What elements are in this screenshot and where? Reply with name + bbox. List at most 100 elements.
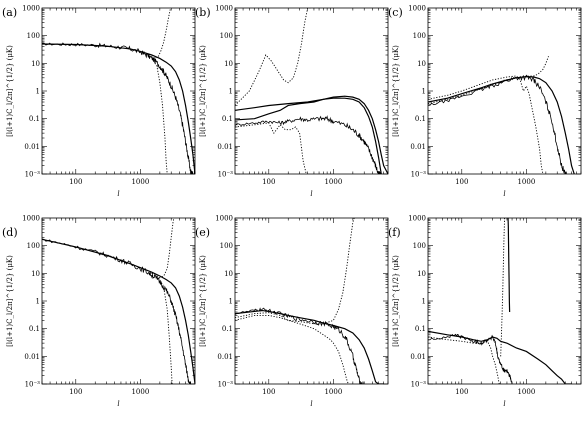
x-tick-label: 1000 (131, 388, 149, 396)
curves (235, 8, 388, 174)
panel-label: (c) (388, 6, 403, 19)
series-line-1-solid (428, 76, 575, 174)
y-tick-label: 10⁻³ (218, 381, 234, 389)
y-tick-label: 1000 (22, 5, 40, 13)
series-line-1-noisy (42, 238, 191, 384)
plot-frame (234, 7, 389, 175)
series-line-4-dotted (235, 312, 349, 384)
series-line-1-noisy (42, 42, 195, 174)
panel-f: (f) 10⁻³ 0.01 0.1 1 10 100 1000 100 1000 l [l(l+1)C… (388, 215, 582, 408)
series-line-2-solid (235, 95, 388, 174)
panel-label: (b) (195, 6, 211, 19)
y-tick-label: 0.1 (29, 325, 40, 333)
curves (42, 8, 195, 174)
y-tick-label: 0.01 (217, 143, 233, 151)
y-tick-label: 10 (224, 60, 233, 68)
y-axis-title: [l(l+1)C_l/2π]^{1/2} (μK) (199, 255, 207, 347)
x-axis-title: l (503, 190, 505, 198)
plot-frame (41, 217, 196, 385)
y-tick-label: 10 (31, 60, 40, 68)
panel-a: (a) 10⁻³ 0.01 0.1 1 10 100 1000 100 1000 l [l(l+1)C… (2, 5, 196, 198)
curves (428, 218, 572, 384)
panel-e: (e) 10⁻³ 0.01 0.1 1 10 100 1000 100 1000 l [l(l+1)C… (195, 215, 389, 408)
x-tick-label: 1000 (517, 178, 535, 186)
y-tick-label: 10 (224, 270, 233, 278)
y-tick-label: 0.1 (222, 115, 233, 123)
series-line-1-solid (428, 330, 572, 384)
x-tick-label: 1000 (517, 388, 535, 396)
series-line-5-dotted (235, 122, 307, 174)
y-tick-label: 100 (27, 242, 40, 250)
series-line-4-dotted (235, 8, 311, 106)
series-line-3-dotted (428, 336, 500, 384)
y-tick-label: 1000 (408, 215, 426, 223)
y-tick-label: 0.01 (410, 353, 426, 361)
x-tick-label: 100 (455, 388, 468, 396)
y-tick-label: 1000 (22, 215, 40, 223)
series-line-2-noisy (428, 333, 513, 384)
panel-b: (b) 10⁻³ 0.01 0.1 1 10 100 1000 100 1000 l [l(l+1)C… (195, 5, 389, 198)
x-tick-label: 1000 (324, 388, 342, 396)
x-axis-title: l (503, 400, 505, 408)
y-tick-label: 1 (229, 298, 233, 306)
y-tick-label: 10⁻³ (25, 381, 41, 389)
y-tick-label: 100 (413, 32, 426, 40)
x-axis-title: l (310, 400, 312, 408)
plot-frame (427, 7, 582, 175)
y-tick-label: 10⁻³ (218, 171, 234, 179)
series-line-5-solid (507, 218, 511, 313)
plot-frame (41, 7, 196, 175)
y-tick-label: 1 (422, 298, 426, 306)
series-line-2-solid (42, 43, 195, 174)
x-tick-label: 100 (262, 388, 275, 396)
panel-d: (d) 10⁻³ 0.01 0.1 1 10 100 1000 100 1000 l [l(l+1)C… (2, 215, 196, 408)
y-tick-label: 0.01 (410, 143, 426, 151)
panel-c: (c) 10⁻³ 0.01 0.1 1 10 100 1000 100 1000 l [l(l+1)C… (388, 5, 582, 198)
plot-frame (427, 217, 582, 385)
y-tick-label: 0.1 (415, 115, 426, 123)
series-line-4-dotted (151, 272, 173, 384)
series-line-1-noisy (235, 115, 382, 174)
series-line-3-dotted (235, 218, 355, 325)
panel-label: (f) (388, 226, 401, 239)
series-line-4-dotted (151, 58, 168, 174)
x-axis-title: l (117, 400, 119, 408)
series-line-4-dotted (500, 218, 507, 357)
panel-label: (d) (2, 226, 18, 239)
y-tick-label: 1000 (408, 5, 426, 13)
y-tick-label: 1 (36, 88, 40, 96)
y-tick-label: 0.1 (29, 115, 40, 123)
x-tick-label: 100 (455, 178, 468, 186)
y-axis-title: [l(l+1)C_l/2π]^{1/2} (μK) (6, 45, 14, 137)
series-line-3-dotted (428, 75, 544, 174)
y-tick-label: 0.01 (217, 353, 233, 361)
y-tick-label: 0.1 (415, 325, 426, 333)
y-tick-label: 1 (422, 88, 426, 96)
y-tick-label: 100 (413, 242, 426, 250)
y-tick-label: 10⁻³ (411, 381, 427, 389)
series-line-3-solid (235, 97, 382, 174)
x-tick-label: 1000 (324, 178, 342, 186)
curves (428, 56, 575, 174)
x-tick-label: 100 (69, 178, 82, 186)
y-tick-label: 0.01 (24, 353, 40, 361)
y-tick-label: 10 (417, 60, 426, 68)
y-tick-label: 0.1 (222, 325, 233, 333)
x-tick-label: 100 (69, 388, 82, 396)
y-axis-title: [l(l+1)C_l/2π]^{1/2} (μK) (199, 45, 207, 137)
y-tick-label: 1 (36, 298, 40, 306)
series-line-3-dotted (151, 218, 175, 279)
series-line-2-solid (42, 238, 195, 384)
panel-label: (e) (195, 226, 210, 239)
y-tick-label: 10 (417, 270, 426, 278)
y-tick-label: 1000 (215, 215, 233, 223)
y-tick-label: 10⁻³ (411, 171, 427, 179)
series-line-4-dotted (428, 56, 549, 105)
y-axis-title: [l(l+1)C_l/2π]^{1/2} (μK) (392, 45, 400, 137)
y-tick-label: 1 (229, 88, 233, 96)
x-tick-label: 100 (262, 178, 275, 186)
y-tick-label: 100 (27, 32, 40, 40)
x-tick-label: 1000 (131, 178, 149, 186)
curves (42, 218, 195, 384)
